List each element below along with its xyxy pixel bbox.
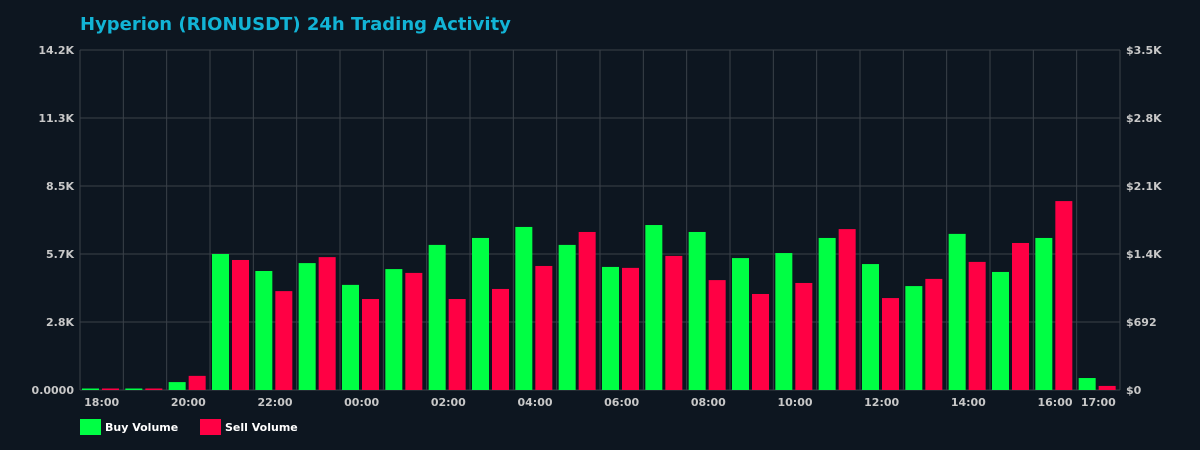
sell-volume-bar xyxy=(405,272,423,390)
sell-volume-bar xyxy=(882,298,899,390)
x-tick-label: 17:00 xyxy=(1081,396,1116,409)
x-tick-label: 10:00 xyxy=(777,396,812,409)
y-tick-left: 2.8K xyxy=(46,316,74,329)
sell-volume-bar xyxy=(795,282,813,390)
buy-volume-bar xyxy=(1035,237,1053,390)
chart-title: Hyperion (RIONUSDT) 24h Trading Activity xyxy=(80,14,511,35)
y-tick-right: $3.5K xyxy=(1126,44,1162,57)
x-tick-label: 08:00 xyxy=(691,396,726,409)
buy-volume-bar xyxy=(515,226,533,390)
legend-sell-label: Sell Volume xyxy=(225,420,298,434)
x-tick-label: 06:00 xyxy=(604,396,639,409)
buy-volume-bar xyxy=(992,271,1009,390)
sell-volume-bar xyxy=(1012,242,1029,390)
y-tick-right: $0 xyxy=(1126,384,1142,397)
legend-sell: Sell Volume xyxy=(200,419,298,435)
y-tick-left: 11.3K xyxy=(38,112,74,125)
buy-volume-bar xyxy=(255,271,273,390)
sell-volume-bar xyxy=(188,375,206,390)
buy-volume-bar xyxy=(125,388,143,390)
buy-volume-bar xyxy=(602,266,619,390)
x-tick-label: 02:00 xyxy=(431,396,466,409)
sell-volume-bar xyxy=(232,259,249,390)
sell-volume-bar xyxy=(1098,385,1116,390)
sell-volume-bar xyxy=(145,388,163,390)
y-tick-right: $2.8K xyxy=(1126,112,1162,125)
sell-volume-bar xyxy=(578,231,596,390)
sell-volume-bar xyxy=(102,388,119,390)
sell-volume-bar xyxy=(838,229,856,390)
sell-volume-bar xyxy=(752,293,769,390)
x-tick-label: 04:00 xyxy=(517,396,552,409)
x-tick-label: 12:00 xyxy=(864,396,899,409)
y-tick-right: $2.1K xyxy=(1126,180,1162,193)
buy-volume-bar xyxy=(472,237,489,390)
sell-volume-bar xyxy=(492,288,509,390)
buy-volume-bar xyxy=(1078,378,1096,390)
sell-volume-bar xyxy=(968,261,986,390)
buy-volume-bar xyxy=(862,264,879,390)
sell-volume-bar xyxy=(708,280,726,390)
legend-buy-swatch xyxy=(80,419,101,435)
x-tick-label: 18:00 xyxy=(84,396,119,409)
buy-volume-bar xyxy=(212,254,229,390)
buy-volume-bar xyxy=(82,388,99,390)
buy-volume-bar xyxy=(298,263,316,390)
y-tick-left: 0.0000 xyxy=(32,384,75,397)
buy-volume-bar xyxy=(645,225,663,390)
legend-buy: Buy Volume xyxy=(80,419,178,435)
sell-volume-bar xyxy=(362,299,379,390)
sell-volume-bar xyxy=(665,255,683,390)
legend-sell-swatch xyxy=(200,419,221,435)
buy-volume-bar xyxy=(818,237,836,390)
y-tick-left: 8.5K xyxy=(46,180,74,193)
buy-volume-bar xyxy=(732,258,749,390)
buy-volume-bar xyxy=(558,244,576,390)
buy-volume-bar xyxy=(688,231,706,390)
legend-buy-label: Buy Volume xyxy=(105,420,179,434)
y-tick-left: 14.2K xyxy=(38,44,74,57)
sell-volume-bar xyxy=(448,299,466,390)
buy-volume-bar xyxy=(775,253,793,390)
sell-volume-bar xyxy=(1055,201,1073,390)
buy-volume-bar xyxy=(385,269,403,390)
sell-volume-bar xyxy=(925,278,943,390)
x-tick-label: 00:00 xyxy=(344,396,379,409)
x-tick-label: 16:00 xyxy=(1037,396,1072,409)
x-tick-label: 20:00 xyxy=(171,396,206,409)
buy-volume-bar xyxy=(428,244,446,390)
buy-volume-bar xyxy=(905,286,923,390)
sell-volume-bar xyxy=(622,267,639,390)
sell-volume-bar xyxy=(535,265,553,390)
sell-volume-bar xyxy=(275,291,293,390)
y-tick-right: $1.4K xyxy=(1126,248,1162,261)
x-tick-label: 14:00 xyxy=(951,396,986,409)
buy-volume-bar xyxy=(342,284,359,390)
y-tick-left: 5.7K xyxy=(46,248,74,261)
x-tick-label: 22:00 xyxy=(257,396,292,409)
buy-volume-bar xyxy=(168,382,186,390)
buy-volume-bar xyxy=(948,233,966,390)
sell-volume-bar xyxy=(318,257,336,390)
y-tick-right: $692 xyxy=(1126,316,1157,329)
